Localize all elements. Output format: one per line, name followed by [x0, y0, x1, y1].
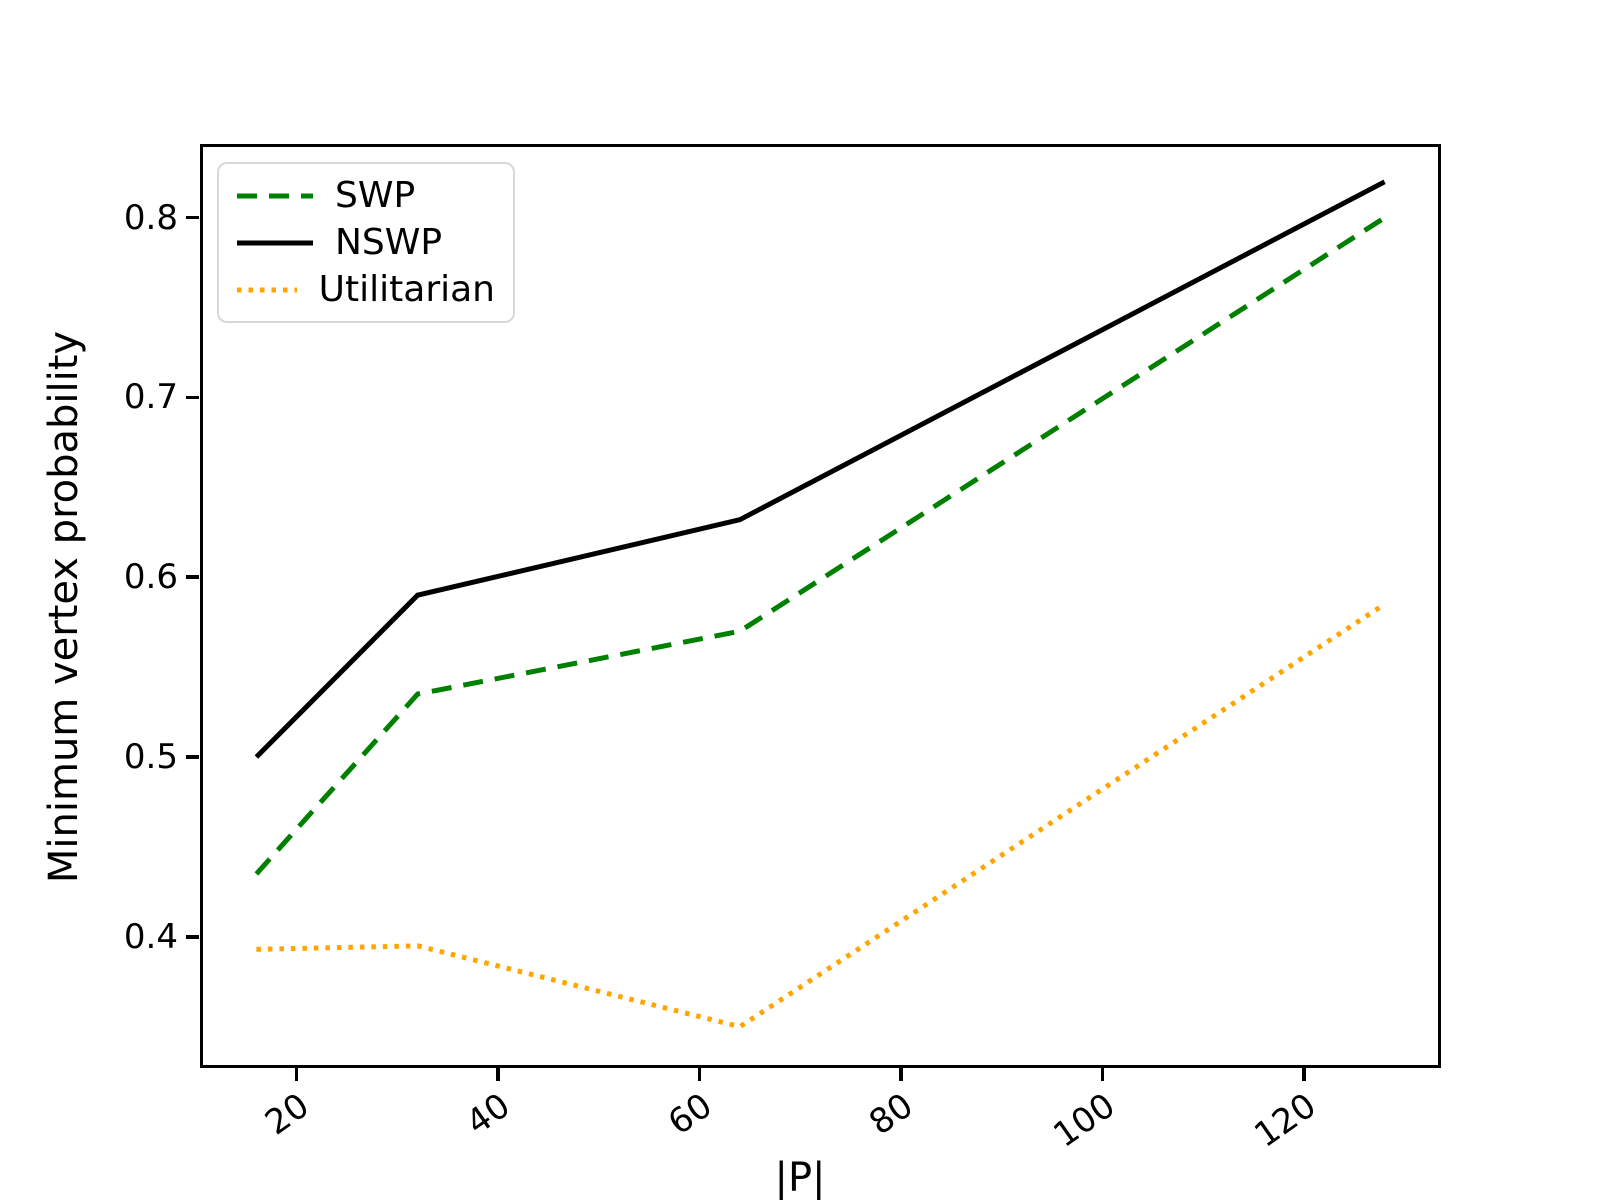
x-tick-label-40: 40: [459, 1085, 518, 1144]
y-tick-label-0.7: 0.7: [123, 377, 178, 418]
x-tick-100: [1100, 1068, 1105, 1081]
x-tick-20: [294, 1068, 299, 1081]
series-line-nswp: [254, 179, 1386, 759]
x-tick-label-120: 120: [1247, 1085, 1324, 1156]
x-tick-120: [1302, 1068, 1306, 1081]
y-tick-0.4: [186, 935, 199, 939]
x-tick-80: [899, 1068, 903, 1081]
y-tick-label-0.6: 0.6: [123, 557, 178, 598]
chart-lines: [254, 179, 1386, 1030]
legend-line-sample-swp: [237, 193, 313, 198]
x-tick-40: [496, 1068, 500, 1081]
x-tick-60: [697, 1068, 702, 1081]
y-tick-label-0.8: 0.8: [123, 197, 178, 238]
y-tick-0.6: [186, 575, 199, 579]
legend-label-utilitarian: Utilitarian: [318, 268, 495, 310]
x-tick-label-60: 60: [660, 1085, 720, 1144]
legend: SWP NSWP Utilitarian: [217, 162, 515, 323]
y-tick-0.5: [186, 755, 199, 759]
legend-item-swp: SWP: [237, 174, 495, 216]
x-tick-label-20: 20: [257, 1085, 317, 1144]
x-tick-label-100: 100: [1045, 1085, 1123, 1156]
legend-label-nswp: NSWP: [335, 221, 443, 263]
series-line-utilitarian: [256, 602, 1386, 1030]
y-tick-0.7: [186, 395, 199, 400]
legend-item-nswp: NSWP: [237, 221, 495, 263]
legend-label-swp: SWP: [335, 174, 416, 216]
legend-item-utilitarian: Utilitarian: [237, 268, 495, 310]
legend-line-sample-nswp: [237, 240, 313, 245]
legend-line-sample-utilitarian: [237, 287, 297, 292]
x-axis-label: |P|: [774, 1155, 826, 1200]
x-tick-label-80: 80: [862, 1085, 921, 1144]
y-tick-label-0.4: 0.4: [123, 916, 178, 957]
y-tick-0.8: [186, 215, 199, 220]
y-tick-label-0.5: 0.5: [123, 737, 178, 777]
